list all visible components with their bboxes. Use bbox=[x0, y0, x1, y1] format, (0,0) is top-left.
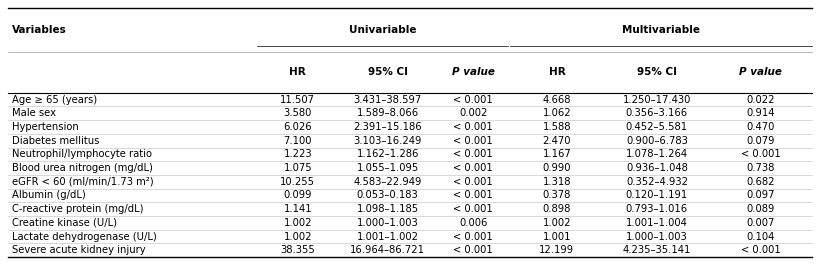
Text: Univariable: Univariable bbox=[349, 25, 416, 35]
Text: 0.352–4.932: 0.352–4.932 bbox=[626, 177, 688, 187]
Text: < 0.001: < 0.001 bbox=[454, 245, 493, 255]
Text: 0.914: 0.914 bbox=[747, 108, 775, 118]
Text: 4.668: 4.668 bbox=[543, 95, 571, 105]
Text: 0.378: 0.378 bbox=[543, 191, 571, 200]
Text: 0.007: 0.007 bbox=[747, 218, 775, 228]
Text: Neutrophil/lymphocyte ratio: Neutrophil/lymphocyte ratio bbox=[12, 149, 153, 159]
Text: 1.001–1.002: 1.001–1.002 bbox=[357, 232, 419, 241]
Text: 0.006: 0.006 bbox=[459, 218, 487, 228]
Text: 16.964–86.721: 16.964–86.721 bbox=[350, 245, 425, 255]
Text: 11.507: 11.507 bbox=[281, 95, 315, 105]
Text: 0.120–1.191: 0.120–1.191 bbox=[626, 191, 688, 200]
Text: 0.990: 0.990 bbox=[543, 163, 571, 173]
Text: P value: P value bbox=[739, 67, 783, 77]
Text: 4.235–35.141: 4.235–35.141 bbox=[623, 245, 691, 255]
Text: 2.470: 2.470 bbox=[543, 136, 571, 146]
Text: 0.002: 0.002 bbox=[459, 108, 487, 118]
Text: 95% CI: 95% CI bbox=[636, 67, 677, 77]
Text: 0.097: 0.097 bbox=[747, 191, 775, 200]
Text: 3.580: 3.580 bbox=[284, 108, 312, 118]
Text: Creatine kinase (U/L): Creatine kinase (U/L) bbox=[12, 218, 118, 228]
Text: 0.022: 0.022 bbox=[747, 95, 775, 105]
Text: 0.099: 0.099 bbox=[284, 191, 312, 200]
Text: 1.589–8.066: 1.589–8.066 bbox=[357, 108, 419, 118]
Text: 0.470: 0.470 bbox=[747, 122, 775, 132]
Text: Lactate dehydrogenase (U/L): Lactate dehydrogenase (U/L) bbox=[12, 232, 157, 241]
Text: 4.583–22.949: 4.583–22.949 bbox=[353, 177, 422, 187]
Text: 1.167: 1.167 bbox=[543, 149, 571, 159]
Text: 0.738: 0.738 bbox=[747, 163, 775, 173]
Text: 0.452–5.581: 0.452–5.581 bbox=[626, 122, 688, 132]
Text: 1.000–1.003: 1.000–1.003 bbox=[357, 218, 419, 228]
Text: Diabetes mellitus: Diabetes mellitus bbox=[12, 136, 100, 146]
Text: 0.793–1.016: 0.793–1.016 bbox=[626, 204, 688, 214]
Text: < 0.001: < 0.001 bbox=[454, 204, 493, 214]
Text: 1.062: 1.062 bbox=[543, 108, 571, 118]
Text: 1.318: 1.318 bbox=[543, 177, 571, 187]
Text: 1.002: 1.002 bbox=[284, 218, 312, 228]
Text: 1.075: 1.075 bbox=[283, 163, 313, 173]
Text: HR: HR bbox=[290, 67, 306, 77]
Text: 1.250–17.430: 1.250–17.430 bbox=[623, 95, 691, 105]
Text: 12.199: 12.199 bbox=[539, 245, 574, 255]
Text: 1.223: 1.223 bbox=[283, 149, 313, 159]
Text: < 0.001: < 0.001 bbox=[741, 149, 781, 159]
Text: 2.391–15.186: 2.391–15.186 bbox=[353, 122, 422, 132]
Text: 0.104: 0.104 bbox=[747, 232, 775, 241]
Text: P value: P value bbox=[452, 67, 494, 77]
Text: Multivariable: Multivariable bbox=[622, 25, 700, 35]
Text: 0.053–0.183: 0.053–0.183 bbox=[357, 191, 419, 200]
Text: 1.098–1.185: 1.098–1.185 bbox=[357, 204, 419, 214]
Text: < 0.001: < 0.001 bbox=[454, 95, 493, 105]
Text: 1.078–1.264: 1.078–1.264 bbox=[626, 149, 688, 159]
Text: 1.002: 1.002 bbox=[284, 232, 312, 241]
Text: 1.001–1.004: 1.001–1.004 bbox=[626, 218, 688, 228]
Text: 1.141: 1.141 bbox=[283, 204, 313, 214]
Text: Hypertension: Hypertension bbox=[12, 122, 79, 132]
Text: < 0.001: < 0.001 bbox=[454, 163, 493, 173]
Text: 0.900–6.783: 0.900–6.783 bbox=[626, 136, 688, 146]
Text: 1.162–1.286: 1.162–1.286 bbox=[357, 149, 419, 159]
Text: Blood urea nitrogen (mg/dL): Blood urea nitrogen (mg/dL) bbox=[12, 163, 153, 173]
Text: 1.000–1.003: 1.000–1.003 bbox=[626, 232, 688, 241]
Text: 3.103–16.249: 3.103–16.249 bbox=[353, 136, 422, 146]
Text: 1.001: 1.001 bbox=[543, 232, 571, 241]
Text: 95% CI: 95% CI bbox=[367, 67, 408, 77]
Text: HR: HR bbox=[548, 67, 565, 77]
Text: Male sex: Male sex bbox=[12, 108, 56, 118]
Text: 1.055–1.095: 1.055–1.095 bbox=[357, 163, 419, 173]
Text: < 0.001: < 0.001 bbox=[454, 136, 493, 146]
Text: < 0.001: < 0.001 bbox=[454, 191, 493, 200]
Text: Age ≥ 65 (years): Age ≥ 65 (years) bbox=[12, 95, 97, 105]
Text: 7.100: 7.100 bbox=[284, 136, 312, 146]
Text: 0.356–3.166: 0.356–3.166 bbox=[626, 108, 688, 118]
Text: 0.936–1.048: 0.936–1.048 bbox=[626, 163, 688, 173]
Text: Variables: Variables bbox=[12, 25, 67, 35]
Text: eGFR < 60 (ml/min/1.73 m²): eGFR < 60 (ml/min/1.73 m²) bbox=[12, 177, 154, 187]
Text: < 0.001: < 0.001 bbox=[741, 245, 781, 255]
Text: 6.026: 6.026 bbox=[283, 122, 313, 132]
Text: 3.431–38.597: 3.431–38.597 bbox=[353, 95, 422, 105]
Text: 1.588: 1.588 bbox=[543, 122, 571, 132]
Text: 1.002: 1.002 bbox=[543, 218, 571, 228]
Text: < 0.001: < 0.001 bbox=[454, 177, 493, 187]
Text: < 0.001: < 0.001 bbox=[454, 149, 493, 159]
Text: 0.089: 0.089 bbox=[747, 204, 775, 214]
Text: Severe acute kidney injury: Severe acute kidney injury bbox=[12, 245, 146, 255]
Text: 0.682: 0.682 bbox=[747, 177, 775, 187]
Text: 0.079: 0.079 bbox=[747, 136, 775, 146]
Text: 0.898: 0.898 bbox=[543, 204, 571, 214]
Text: C-reactive protein (mg/dL): C-reactive protein (mg/dL) bbox=[12, 204, 144, 214]
Text: < 0.001: < 0.001 bbox=[454, 122, 493, 132]
Text: < 0.001: < 0.001 bbox=[454, 232, 493, 241]
Text: 10.255: 10.255 bbox=[281, 177, 315, 187]
Text: 38.355: 38.355 bbox=[281, 245, 315, 255]
Text: Albumin (g/dL): Albumin (g/dL) bbox=[12, 191, 86, 200]
